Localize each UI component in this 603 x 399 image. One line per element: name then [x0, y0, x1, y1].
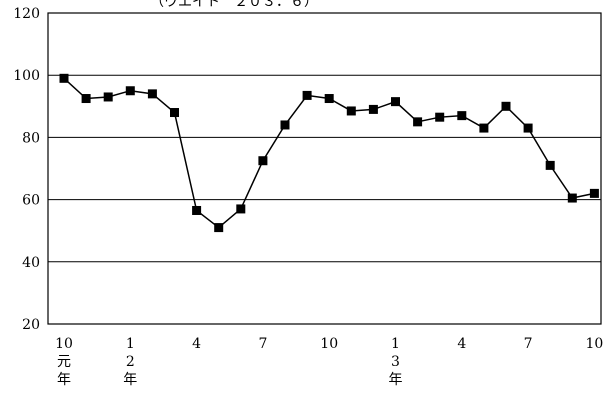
data-point-11: [302, 90, 312, 100]
data-point-0: [59, 73, 69, 83]
x-tick-label-4-0: 10: [320, 336, 338, 352]
data-point-6: [192, 205, 202, 215]
x-tick-label-5-2: 年: [389, 372, 403, 388]
x-tick-label-8-0: 10: [585, 336, 603, 352]
data-point-22: [545, 160, 555, 170]
data-point-4: [147, 89, 157, 99]
y-tick-label-100: 100: [13, 68, 40, 84]
x-tick-label-3-0: 7: [258, 336, 267, 352]
y-tick-label-40: 40: [22, 255, 40, 271]
y-tick-label-120: 120: [13, 6, 40, 22]
data-point-8: [236, 204, 246, 214]
data-point-3: [125, 86, 135, 96]
data-point-19: [479, 123, 489, 133]
data-point-16: [413, 117, 423, 127]
y-axis: 20 40 60 80 100 120: [13, 6, 40, 333]
data-point-17: [435, 112, 445, 122]
x-tick-label-2-0: 4: [192, 336, 201, 352]
data-point-1: [81, 94, 91, 104]
data-point-15: [391, 97, 400, 107]
data-point-7: [214, 223, 224, 233]
plot-frame: [47, 12, 602, 325]
data-point-9: [258, 156, 268, 166]
series-markers: [59, 73, 599, 233]
data-point-18: [457, 111, 467, 121]
data-point-12: [324, 94, 334, 104]
y-tick-label-20: 20: [22, 317, 40, 333]
x-tick-label-0-1: 元: [57, 354, 71, 370]
x-tick-label-5-1: 3: [391, 354, 400, 370]
data-point-14: [368, 104, 378, 114]
data-point-21: [523, 123, 533, 133]
data-point-5: [170, 108, 179, 118]
gridlines: [48, 74, 601, 263]
x-tick-label-0-0: 10: [55, 336, 73, 352]
x-tick-label-7-0: 7: [524, 336, 533, 352]
x-tick-label-1-1: 2: [126, 354, 135, 370]
data-point-24: [589, 188, 599, 198]
data-point-13: [346, 106, 356, 116]
chart-header-clipped: （ウエイト ２０３．６）: [150, 0, 318, 10]
data-point-23: [567, 193, 577, 203]
y-tick-label-80: 80: [22, 130, 40, 146]
y-tick-label-60: 60: [22, 193, 40, 209]
data-point-10: [280, 120, 290, 130]
x-tick-label-1-0: 1: [126, 336, 135, 352]
data-point-20: [501, 101, 511, 111]
data-point-2: [103, 92, 113, 102]
x-tick-label-6-0: 4: [457, 336, 466, 352]
x-tick-label-5-0: 1: [391, 336, 400, 352]
x-tick-label-1-2: 年: [123, 372, 137, 388]
x-tick-label-0-2: 年: [57, 372, 71, 388]
